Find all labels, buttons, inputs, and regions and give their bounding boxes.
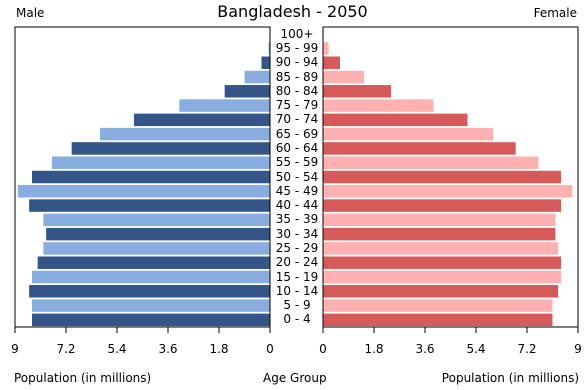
age-group-label: 5 - 9 xyxy=(283,298,311,313)
female-bar xyxy=(323,313,553,327)
female-bar xyxy=(323,127,493,141)
age-group-label: 75 - 79 xyxy=(275,98,319,113)
x-tick-label: 0 xyxy=(266,342,274,356)
male-bar xyxy=(100,127,270,141)
male-bar xyxy=(37,256,270,269)
female-bar xyxy=(323,199,561,212)
x-tick-label: 5.4 xyxy=(107,342,127,356)
age-group-label: 30 - 34 xyxy=(275,226,319,241)
age-group-label: 90 - 94 xyxy=(275,55,319,70)
male-bar xyxy=(32,270,270,284)
male-bar xyxy=(29,199,270,212)
female-plot-frame xyxy=(322,26,579,328)
age-group-label: 0 - 4 xyxy=(283,312,311,327)
x-tick-label: 0 xyxy=(319,342,327,356)
x-tick-label: 3.6 xyxy=(158,342,178,356)
age-group-label: 70 - 74 xyxy=(275,112,319,127)
female-bar xyxy=(323,70,365,84)
female-bar xyxy=(323,113,468,127)
chart-title: Bangladesh - 2050 xyxy=(217,2,368,21)
x-tick-label: 9 xyxy=(11,342,19,356)
male-bar xyxy=(43,242,271,255)
age-group-label: 45 - 49 xyxy=(275,183,319,198)
age-group-label: 40 - 44 xyxy=(275,198,319,213)
age-group-label: 65 - 69 xyxy=(275,126,319,141)
male-bar xyxy=(268,42,270,55)
age-group-label: 15 - 19 xyxy=(275,269,319,284)
female-bars xyxy=(323,27,573,327)
female-bar xyxy=(323,227,556,241)
male-plot-frame xyxy=(14,26,271,328)
male-bar xyxy=(179,99,270,112)
male-bar xyxy=(32,313,270,327)
female-x-axis-label: Population (in millions) xyxy=(441,371,579,385)
male-side-label: Male xyxy=(16,6,45,20)
x-tick-label: 1.8 xyxy=(364,342,384,356)
age-group-label: 80 - 84 xyxy=(275,83,319,98)
axis-ticks xyxy=(14,327,579,333)
male-bar xyxy=(32,170,270,184)
female-bar xyxy=(323,99,434,112)
male-bar xyxy=(134,113,270,127)
x-tick-label: 3.6 xyxy=(415,342,435,356)
female-bar xyxy=(323,170,561,184)
female-bar xyxy=(323,242,559,255)
x-tick-label: 9 xyxy=(574,342,582,356)
x-tick-label: 5.4 xyxy=(466,342,486,356)
female-bar xyxy=(323,299,553,312)
male-bars xyxy=(17,27,271,327)
female-bar xyxy=(323,270,561,284)
x-tick-label: 7.2 xyxy=(56,342,76,356)
female-bar xyxy=(323,85,391,98)
age-group-label: 50 - 54 xyxy=(275,169,319,184)
male-bar xyxy=(43,213,271,227)
age-group-label: 95 - 99 xyxy=(275,40,319,55)
male-bar xyxy=(224,85,270,98)
male-bar xyxy=(51,156,271,169)
age-group-label: 85 - 89 xyxy=(275,69,319,84)
male-bar xyxy=(29,285,270,298)
male-bar xyxy=(261,56,270,69)
female-bar xyxy=(323,285,559,298)
female-bar xyxy=(323,142,516,155)
center-axis-label: Age Group xyxy=(263,371,327,385)
age-group-label: 20 - 24 xyxy=(275,255,319,270)
age-group-label: 55 - 59 xyxy=(275,155,319,170)
male-bar xyxy=(46,227,270,241)
male-x-axis-label: Population (in millions) xyxy=(14,371,152,385)
male-bar xyxy=(71,142,271,155)
age-group-label: 25 - 29 xyxy=(275,240,319,255)
female-bar xyxy=(323,256,561,269)
female-bar xyxy=(323,213,556,227)
age-group-label: 60 - 64 xyxy=(275,140,319,155)
x-tick-label: 1.8 xyxy=(209,342,229,356)
age-group-label: 35 - 39 xyxy=(275,212,319,227)
age-group-label: 100+ xyxy=(280,26,314,41)
female-bar xyxy=(323,42,329,55)
female-bar xyxy=(323,185,573,198)
female-bar xyxy=(323,56,340,69)
female-bar xyxy=(323,156,539,169)
male-bar xyxy=(32,299,270,312)
female-side-label: Female xyxy=(533,6,577,20)
male-bar xyxy=(244,70,270,84)
x-tick-label: 7.2 xyxy=(517,342,537,356)
male-bar xyxy=(17,185,271,198)
age-group-label: 10 - 14 xyxy=(275,283,319,298)
